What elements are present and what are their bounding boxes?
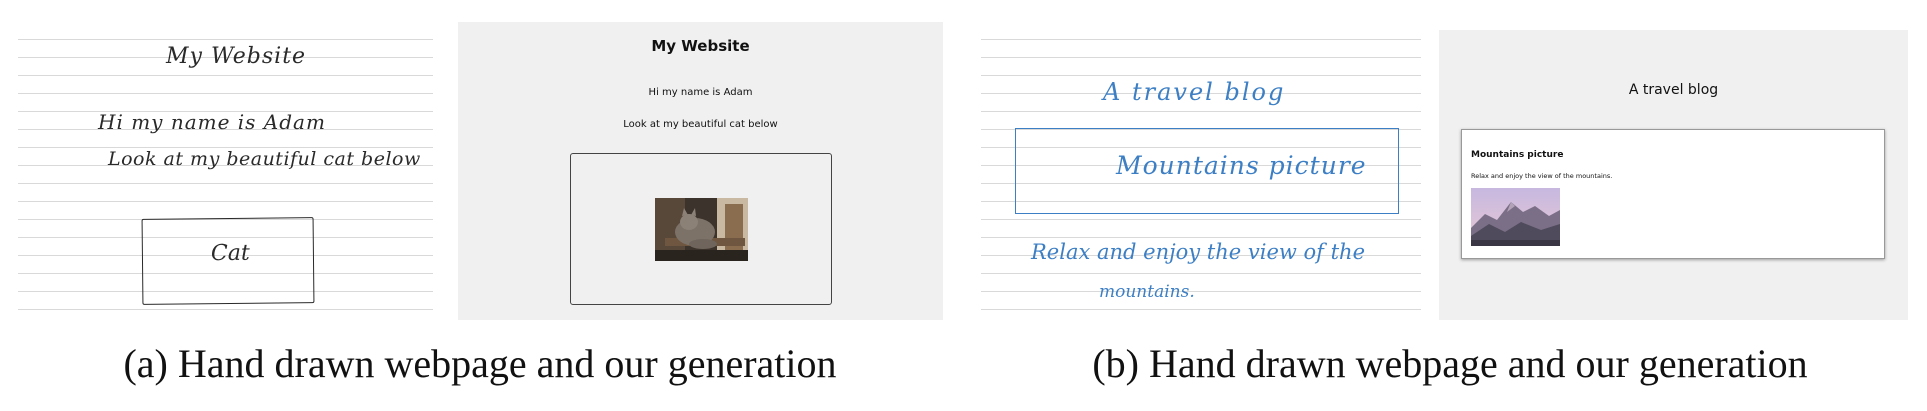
render-b-card-title: Mountains picture	[1471, 150, 1564, 160]
mountain-photo	[1471, 188, 1560, 246]
sketch-b-paper: A travel blog Mountains picture Relax an…	[981, 22, 1421, 320]
render-a-image-frame: Cat	[570, 153, 832, 305]
sketch-a-title: My Website	[166, 44, 307, 69]
render-b-title: A travel blog	[1628, 82, 1719, 98]
sketch-a-box-label: Cat	[210, 240, 250, 267]
sketch-b-box-label: Mountains picture	[1116, 151, 1367, 180]
mountain-photo-alt: Mountains	[1471, 188, 1476, 189]
render-a-line1: Hi my name is Adam	[648, 87, 753, 98]
caption-a: (a) Hand drawn webpage and our generatio…	[123, 341, 837, 386]
sketch-a-paper: My Website Hi my name is Adam Look at my…	[18, 22, 433, 314]
render-a-line2: Look at my beautiful cat below	[623, 119, 778, 130]
cat-photo	[655, 198, 748, 261]
sketch-b-para-line1: Relax and enjoy the view of the	[1031, 240, 1366, 264]
sketch-a-box: Cat	[141, 217, 315, 305]
caption-b: (b) Hand drawn webpage and our generatio…	[1092, 341, 1808, 386]
sketch-a-line2: Look at my beautiful cat below	[108, 148, 421, 170]
render-b-page: A travel blog Mountains picture Relax an…	[1439, 30, 1908, 320]
sketch-a-line1: Hi my name is Adam	[98, 110, 326, 134]
sketch-b-box: Mountains picture	[1015, 128, 1399, 214]
render-a-page: My Website Hi my name is Adam Look at my…	[458, 22, 943, 320]
sketch-b-title: A travel blog	[1103, 78, 1286, 106]
cat-photo-alt: Cat	[655, 198, 657, 199]
render-b-card: Mountains picture Relax and enjoy the vi…	[1461, 129, 1885, 259]
render-b-card-text: Relax and enjoy the view of the mountain…	[1471, 172, 1613, 180]
render-a-title: My Website	[651, 37, 750, 55]
sketch-b-para-line2: mountains.	[1099, 282, 1195, 302]
